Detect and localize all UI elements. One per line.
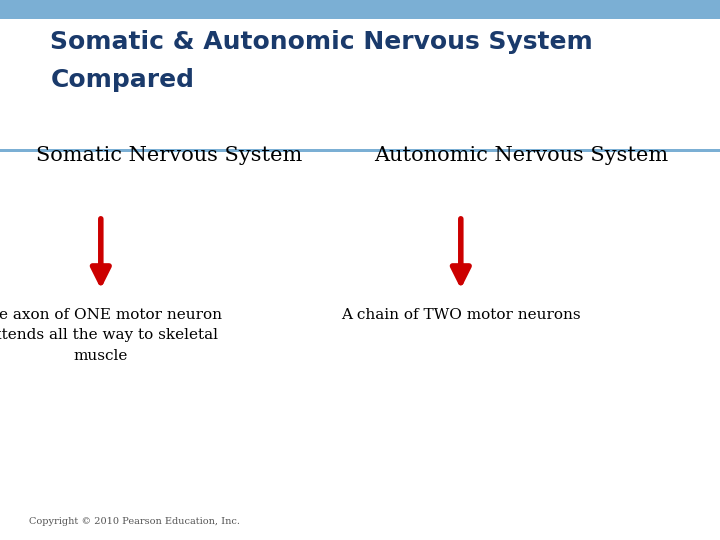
Bar (0, 0, 720, 19)
Text: Copyright © 2010 Pearson Education, Inc.: Copyright © 2010 Pearson Education, Inc. (29, 517, 240, 526)
Bar (0, 149, 720, 152)
Text: Compared: Compared (50, 68, 194, 91)
Bar (0, 19, 720, 151)
Text: Autonomic Nervous System: Autonomic Nervous System (374, 146, 669, 165)
Text: Somatic Nervous System: Somatic Nervous System (36, 146, 302, 165)
Text: A chain of TWO motor neurons: A chain of TWO motor neurons (341, 308, 580, 322)
Text: Somatic & Autonomic Nervous System: Somatic & Autonomic Nervous System (50, 30, 593, 53)
Text: The axon of ONE motor neuron
extends all the way to skeletal
muscle: The axon of ONE motor neuron extends all… (0, 308, 222, 363)
